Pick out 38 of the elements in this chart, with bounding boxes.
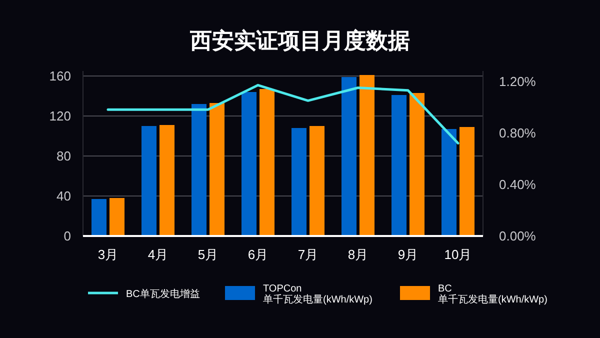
x-tick-label: 10月 xyxy=(444,247,472,262)
legend-label: BC单瓦发电增益 xyxy=(126,288,200,300)
y2-tick-label: 0.80% xyxy=(499,125,536,140)
y2-tick-label: 0.40% xyxy=(499,176,536,192)
bar xyxy=(360,75,374,236)
x-tick-label: 5月 xyxy=(198,247,218,262)
x-tick-label: 4月 xyxy=(148,247,168,262)
y2-tick-label: 1.20% xyxy=(499,74,536,89)
legend-label: BC 单千瓦发电量(kWh/kWp) xyxy=(438,284,548,306)
bar xyxy=(292,128,306,236)
bar xyxy=(242,92,256,236)
y-tick-label: 0 xyxy=(64,228,71,244)
bar xyxy=(160,125,174,236)
x-tick-label: 8月 xyxy=(348,247,368,262)
bar xyxy=(92,199,106,236)
x-tick-label: 7月 xyxy=(298,247,318,262)
bar xyxy=(460,127,474,236)
bar xyxy=(192,104,206,236)
bar xyxy=(110,198,124,236)
x-tick-label: 3月 xyxy=(98,247,118,262)
legend-label: TOPCon 单千瓦发电量(kWh/kWp) xyxy=(263,284,372,306)
bar xyxy=(392,95,406,236)
y-tick-label: 40 xyxy=(56,188,71,204)
bar xyxy=(142,126,156,236)
bar xyxy=(210,103,224,236)
x-tick-label: 9月 xyxy=(398,247,418,262)
x-tick-label: 6月 xyxy=(248,247,268,262)
line-series xyxy=(106,84,460,144)
chart-title: 西安实证项目月度数据 xyxy=(189,28,410,53)
bar xyxy=(310,126,324,236)
y-tick-label: 160 xyxy=(49,68,71,84)
y2-tick-label: 0.00% xyxy=(499,228,536,244)
bar xyxy=(260,89,274,236)
y-tick-label: 120 xyxy=(49,108,71,124)
bar xyxy=(410,93,424,236)
bar xyxy=(442,129,456,236)
y-tick-label: 80 xyxy=(56,148,71,164)
bar xyxy=(342,77,356,236)
